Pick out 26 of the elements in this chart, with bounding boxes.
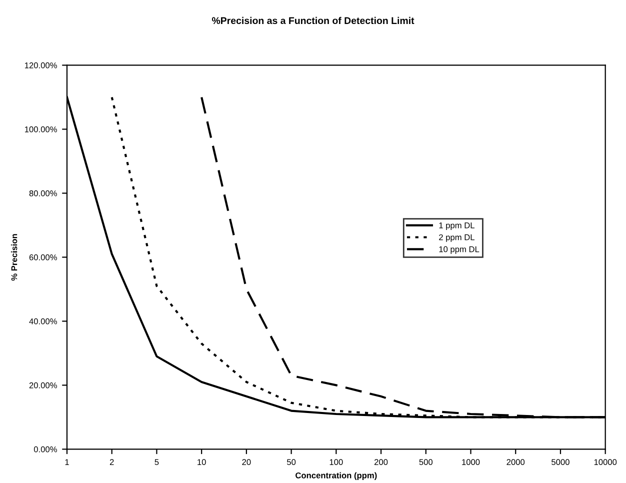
legend-label: 10 ppm DL <box>439 246 480 254</box>
x-tick-label: 2 <box>110 459 114 465</box>
x-tick-label: 1 <box>65 459 69 465</box>
y-tick-label: 0.00% <box>34 446 57 452</box>
legend-label: 1 ppm DL <box>439 222 474 230</box>
legend-label: 2 ppm DL <box>439 234 474 242</box>
y-axis-title: % Precision <box>11 234 18 281</box>
x-axis-title: Concentration (ppm) <box>296 472 377 480</box>
y-tick-label: 100.00% <box>25 126 57 132</box>
y-tick-label: 20.00% <box>29 382 57 388</box>
y-tick-label: 60.00% <box>29 254 57 260</box>
y-tick-label: 120.00% <box>25 62 57 68</box>
x-tick-label: 20 <box>242 459 251 466</box>
x-tick-label: 200 <box>374 459 388 466</box>
x-tick-label: 5 <box>154 459 159 466</box>
x-tick-label: 2000 <box>506 459 525 466</box>
x-tick-label: 500 <box>419 459 433 466</box>
x-tick-label: 50 <box>287 459 296 466</box>
y-tick-label: 80.00% <box>29 190 57 196</box>
chart-title: %Precision as a Function of Detection Limit <box>212 16 414 24</box>
x-tick-label: 100 <box>330 459 343 466</box>
y-tick-label: 40.00% <box>29 318 57 324</box>
x-tick-label: 1000 <box>462 459 480 466</box>
x-tick-label: 10000 <box>594 459 617 466</box>
x-tick-label: 5000 <box>552 459 570 466</box>
x-tick-label: 10 <box>198 459 206 466</box>
